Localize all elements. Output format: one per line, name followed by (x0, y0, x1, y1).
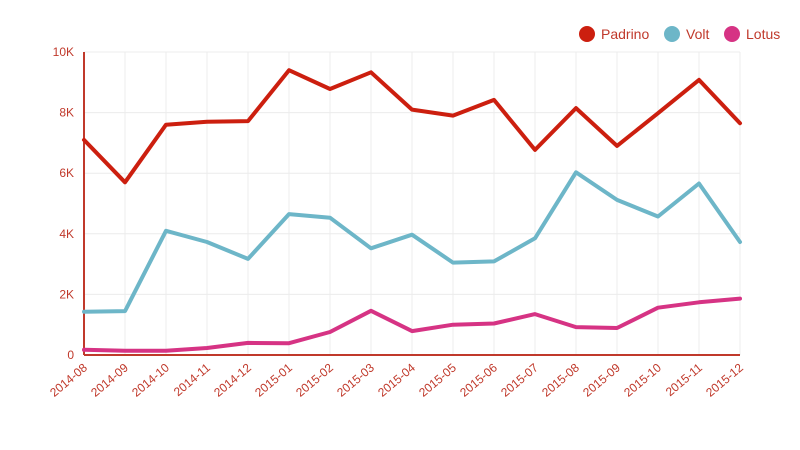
x-tick-label: 2014-09 (88, 360, 131, 399)
legend-label: Lotus (746, 26, 780, 42)
x-tick-label: 2015-11 (663, 360, 705, 399)
x-tick-label: 2015-05 (416, 360, 459, 399)
legend-item-padrino[interactable]: Padrino (579, 26, 649, 42)
x-tick-label: 2014-10 (129, 360, 172, 399)
grid (84, 52, 740, 355)
x-axis-ticks: 2014-082014-092014-102014-112014-122015-… (47, 360, 746, 399)
legend: Padrino Volt Lotus (579, 26, 780, 42)
legend-item-lotus[interactable]: Lotus (724, 26, 780, 42)
x-tick-label: 2014-08 (47, 360, 90, 399)
y-tick-label: 2K (59, 287, 74, 301)
legend-label: Padrino (601, 26, 649, 42)
y-tick-label: 6K (59, 166, 74, 180)
legend-marker (664, 26, 680, 42)
legend-marker (579, 26, 595, 42)
y-tick-label: 0 (67, 348, 74, 362)
x-tick-label: 2015-08 (539, 360, 582, 399)
x-tick-label: 2015-10 (621, 360, 664, 399)
x-tick-label: 2015-06 (457, 360, 500, 399)
x-tick-label: 2015-09 (580, 360, 623, 399)
x-tick-label: 2014-11 (171, 360, 213, 399)
legend-item-volt[interactable]: Volt (664, 26, 709, 42)
y-tick-label: 10K (53, 45, 74, 59)
x-tick-label: 2015-03 (334, 360, 377, 399)
x-tick-label: 2015-01 (252, 360, 295, 399)
y-tick-label: 4K (59, 227, 74, 241)
x-tick-label: 2015-04 (375, 360, 418, 399)
legend-marker (724, 26, 740, 42)
x-tick-label: 2015-02 (293, 360, 336, 399)
x-tick-label: 2015-07 (498, 360, 541, 399)
x-tick-label: 2015-12 (703, 360, 746, 399)
y-tick-label: 8K (59, 106, 74, 120)
x-tick-label: 2014-12 (211, 360, 254, 399)
legend-label: Volt (686, 26, 709, 42)
y-axis-ticks: 0 2K 4K 6K 8K 10K (53, 45, 75, 362)
